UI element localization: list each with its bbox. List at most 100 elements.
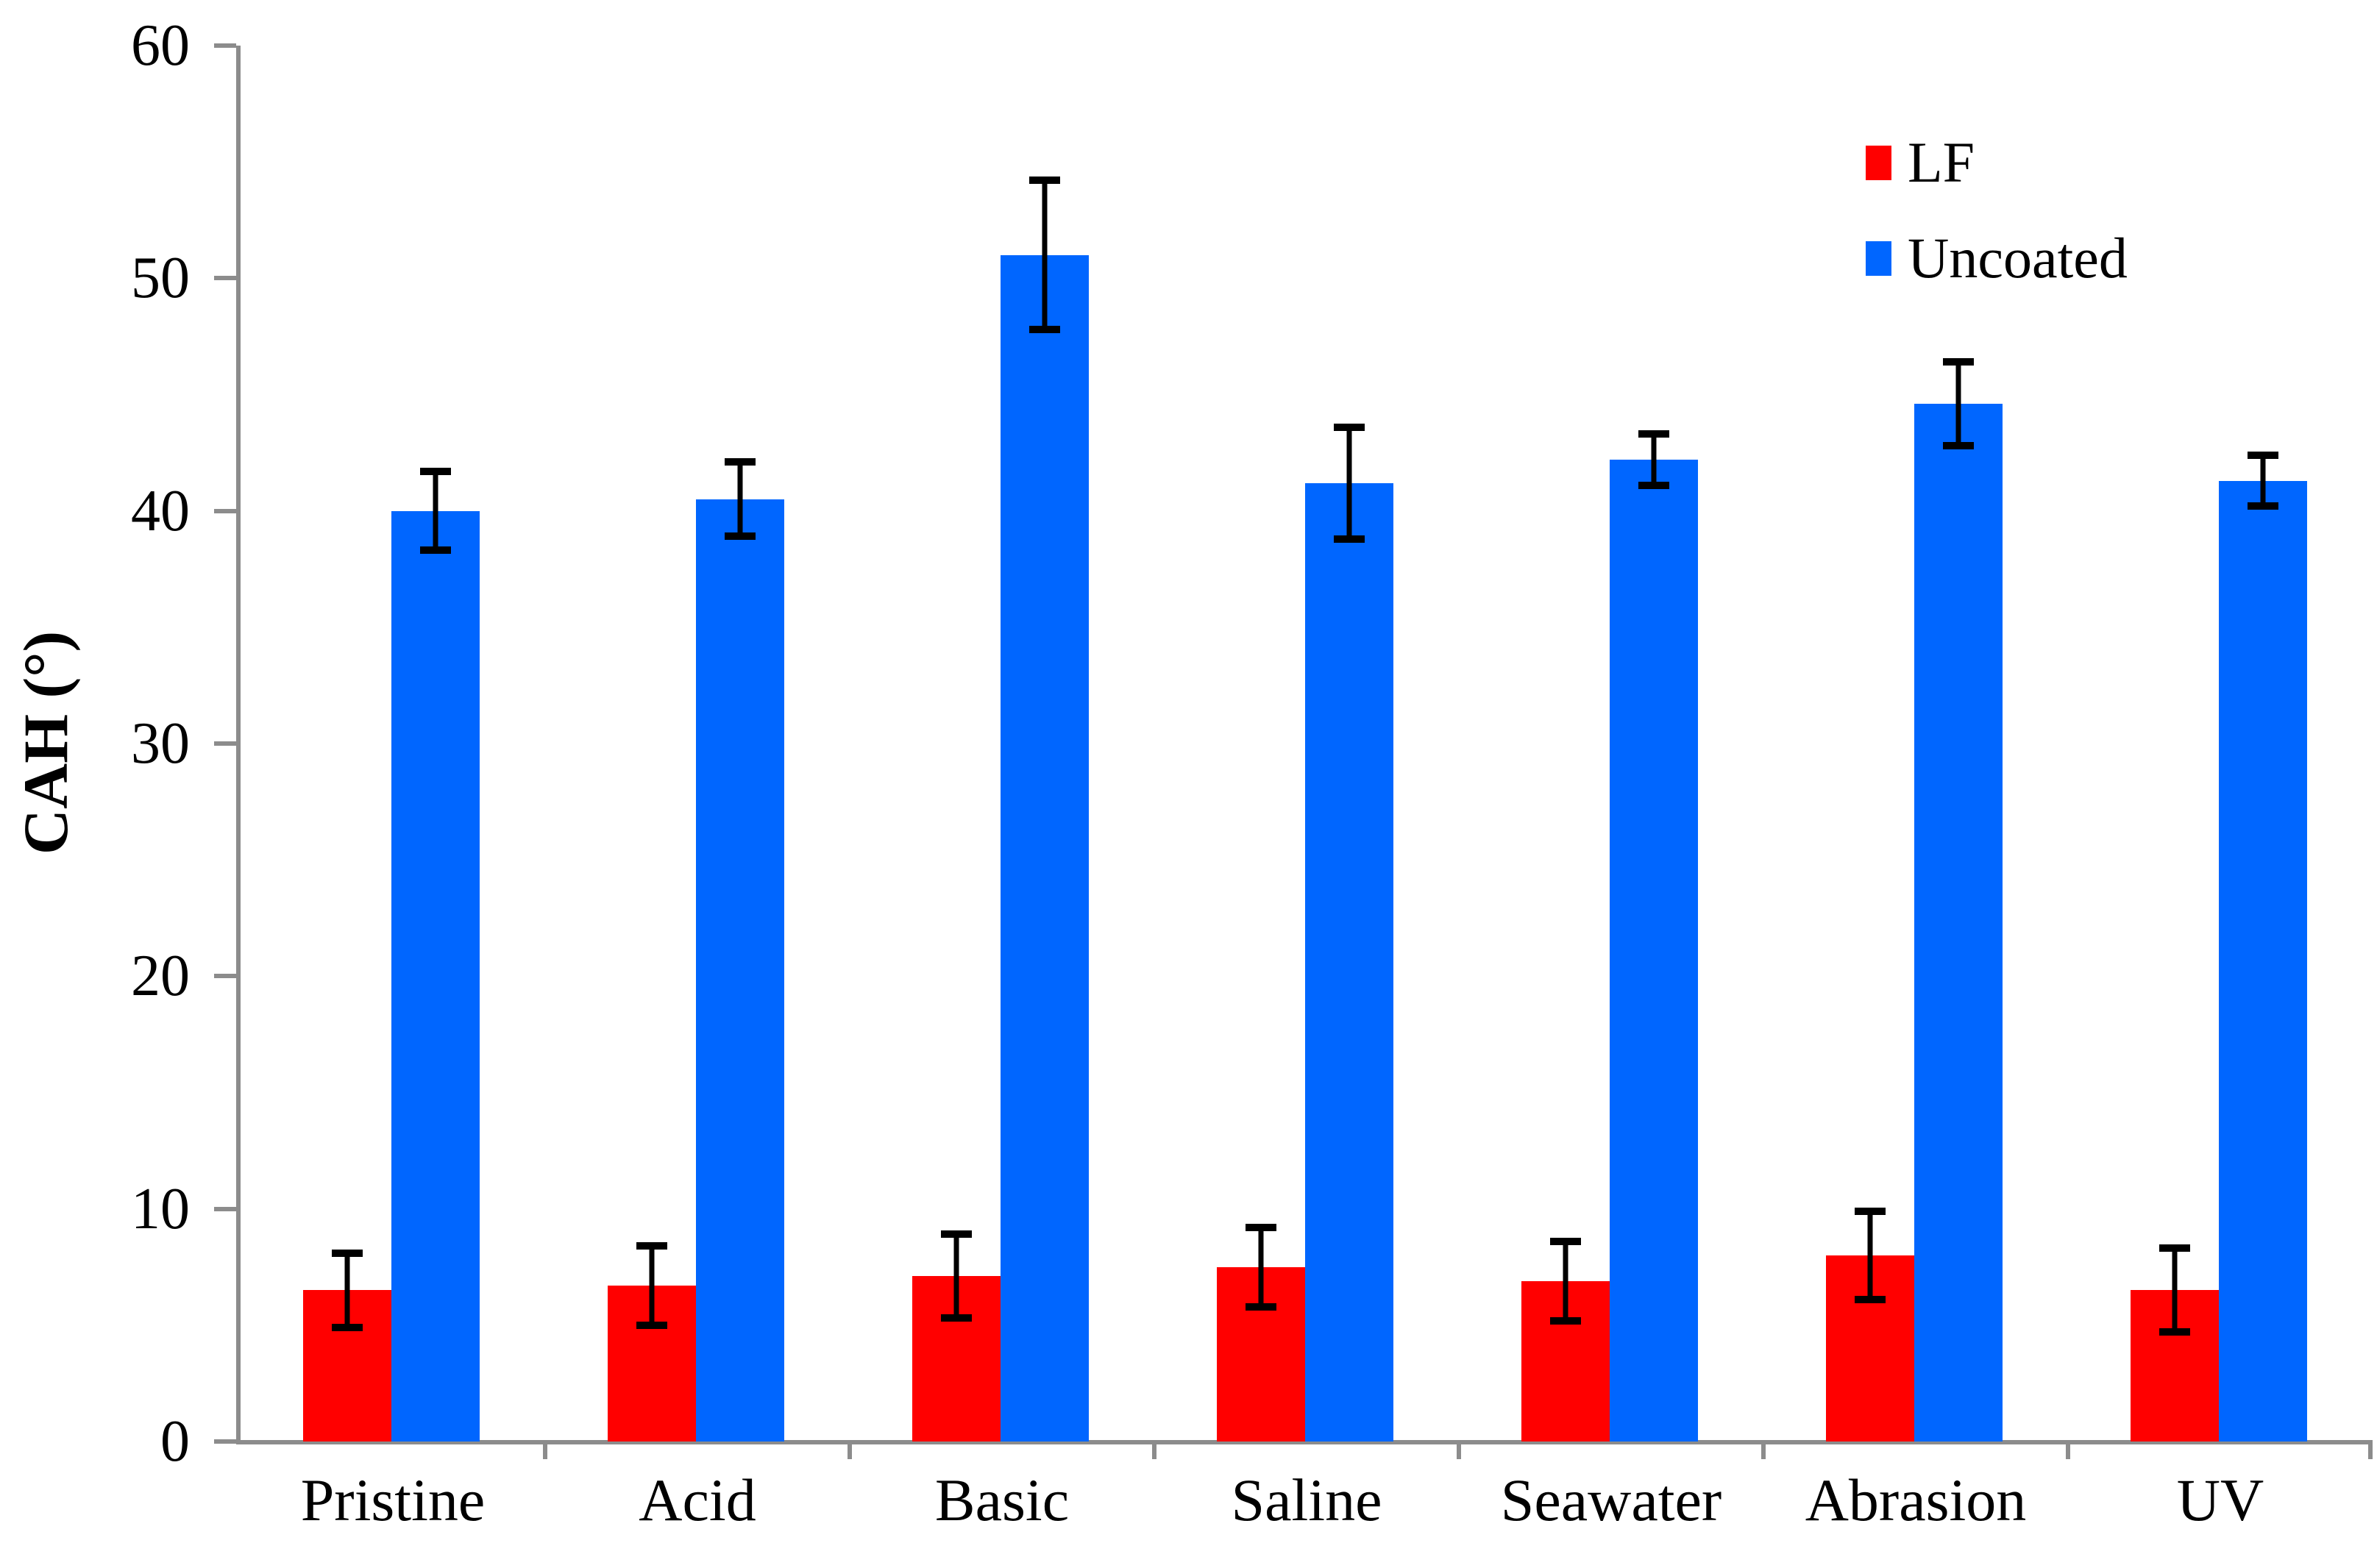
error-bar-stem bbox=[1563, 1237, 1568, 1325]
error-bar-cap-top bbox=[332, 1249, 363, 1257]
error-bar-cap-bottom bbox=[1334, 535, 1365, 543]
bar-uncoated-abrasion bbox=[1914, 404, 2003, 1442]
y-tick-label: 50 bbox=[131, 246, 190, 311]
error-bar-cap-bottom bbox=[1943, 442, 1974, 450]
error-bar-stem bbox=[1867, 1207, 1873, 1304]
error-bar-uncoated-seawater bbox=[1638, 430, 1669, 489]
error-bar-cap-bottom bbox=[1550, 1316, 1581, 1325]
legend-label-lf: LF bbox=[1908, 130, 1975, 194]
error-bar-cap-top bbox=[2159, 1244, 2190, 1252]
error-bar-stem bbox=[953, 1230, 959, 1322]
y-tick-label: 30 bbox=[131, 711, 190, 776]
x-axis-tick bbox=[1761, 1440, 1766, 1459]
error-bar-cap-top bbox=[1638, 430, 1669, 438]
x-category-label-abrasion: Abrasion bbox=[1805, 1467, 2027, 1533]
y-axis-tick bbox=[214, 276, 236, 281]
plot-area bbox=[241, 46, 2373, 1459]
error-bar-cap-top bbox=[941, 1230, 972, 1239]
y-tick-label: 10 bbox=[131, 1176, 190, 1241]
x-category-label-acid: Acid bbox=[639, 1467, 756, 1533]
error-bar-cap-bottom bbox=[941, 1314, 972, 1322]
error-bar-uncoated-saline bbox=[1334, 423, 1365, 543]
y-axis-line bbox=[236, 46, 241, 1444]
error-bar-cap-top bbox=[725, 458, 756, 466]
x-axis-tick bbox=[2066, 1440, 2070, 1459]
bar-uncoated-uv bbox=[2219, 480, 2307, 1442]
error-bar-lf-acid bbox=[636, 1242, 667, 1329]
error-bar-stem bbox=[1346, 423, 1352, 543]
bar-uncoated-basic bbox=[1001, 254, 1089, 1442]
legend-swatch-lf bbox=[1866, 145, 1891, 180]
bar-uncoated-pristine bbox=[391, 510, 480, 1442]
error-bar-cap-top bbox=[1334, 423, 1365, 431]
x-category-label-basic: Basic bbox=[934, 1467, 1070, 1533]
error-bar-stem bbox=[344, 1249, 350, 1331]
y-tick-label: 0 bbox=[160, 1409, 190, 1474]
bar-uncoated-seawater bbox=[1610, 460, 1698, 1442]
x-category-label-saline: Saline bbox=[1231, 1467, 1382, 1533]
error-bar-cap-bottom bbox=[725, 532, 756, 541]
error-bar-uncoated-acid bbox=[725, 458, 756, 541]
error-bar-lf-uv bbox=[2159, 1244, 2190, 1336]
error-bar-cap-bottom bbox=[332, 1323, 363, 1331]
error-bar-uncoated-abrasion bbox=[1943, 358, 1974, 450]
error-bar-stem bbox=[433, 467, 438, 555]
error-bar-cap-top bbox=[636, 1242, 667, 1250]
x-category-label-seawater: Seawater bbox=[1500, 1467, 1722, 1533]
x-axis-line bbox=[241, 1440, 2373, 1444]
error-bar-cap-bottom bbox=[636, 1321, 667, 1329]
error-bar-uncoated-basic bbox=[1029, 177, 1060, 333]
y-tick-label: 40 bbox=[131, 478, 190, 544]
error-bar-cap-bottom bbox=[1029, 325, 1060, 333]
error-bar-lf-basic bbox=[941, 1230, 972, 1322]
error-bar-cap-bottom bbox=[1246, 1302, 1276, 1311]
error-bar-cap-top bbox=[1943, 358, 1974, 366]
error-bar-cap-top bbox=[2248, 451, 2278, 459]
error-bar-stem bbox=[2260, 451, 2266, 510]
error-bar-stem bbox=[2172, 1244, 2178, 1336]
error-bar-lf-saline bbox=[1246, 1223, 1276, 1311]
x-category-label-uv: UV bbox=[2176, 1467, 2264, 1533]
legend-item-uncoated: Uncoated bbox=[1866, 227, 2128, 290]
error-bar-stem bbox=[1258, 1223, 1264, 1311]
y-tick-label: 20 bbox=[131, 944, 190, 1009]
error-bar-cap-top bbox=[1029, 177, 1060, 185]
error-bar-stem bbox=[737, 458, 743, 541]
error-bar-cap-top bbox=[1550, 1237, 1581, 1245]
error-bar-stem bbox=[1042, 177, 1048, 333]
legend-swatch-uncoated bbox=[1866, 240, 1891, 276]
y-tick-label: 60 bbox=[131, 13, 190, 78]
error-bar-cap-bottom bbox=[420, 546, 451, 555]
error-bar-stem bbox=[1651, 430, 1657, 489]
legend: LF Uncoated bbox=[1866, 131, 2128, 322]
x-axis-tick bbox=[2368, 1440, 2373, 1459]
y-axis-tick bbox=[214, 974, 236, 979]
x-axis-tick bbox=[1457, 1440, 1461, 1459]
x-category-label-pristine: Pristine bbox=[300, 1467, 486, 1533]
error-bar-lf-seawater bbox=[1550, 1237, 1581, 1325]
bar-uncoated-acid bbox=[696, 499, 784, 1442]
y-axis-tick bbox=[214, 43, 236, 48]
x-axis-tick bbox=[543, 1440, 547, 1459]
y-axis-tick bbox=[214, 1439, 236, 1444]
x-axis-tick bbox=[848, 1440, 852, 1459]
error-bar-cap-bottom bbox=[2248, 502, 2278, 510]
error-bar-cap-bottom bbox=[2159, 1328, 2190, 1336]
legend-label-uncoated: Uncoated bbox=[1908, 226, 2128, 290]
x-axis-tick bbox=[1152, 1440, 1156, 1459]
error-bar-uncoated-pristine bbox=[420, 467, 451, 555]
error-bar-stem bbox=[1955, 358, 1961, 450]
error-bar-stem bbox=[649, 1242, 655, 1329]
error-bar-uncoated-uv bbox=[2248, 451, 2278, 510]
error-bar-cap-bottom bbox=[1855, 1296, 1886, 1304]
error-bar-cap-top bbox=[420, 467, 451, 475]
error-bar-cap-top bbox=[1246, 1223, 1276, 1231]
y-axis-tick bbox=[214, 508, 236, 513]
error-bar-lf-abrasion bbox=[1855, 1207, 1886, 1304]
error-bar-lf-pristine bbox=[332, 1249, 363, 1331]
bar-uncoated-saline bbox=[1305, 482, 1393, 1442]
error-bar-cap-top bbox=[1855, 1207, 1886, 1215]
y-axis-tick bbox=[214, 741, 236, 746]
legend-item-lf: LF bbox=[1866, 131, 2128, 194]
